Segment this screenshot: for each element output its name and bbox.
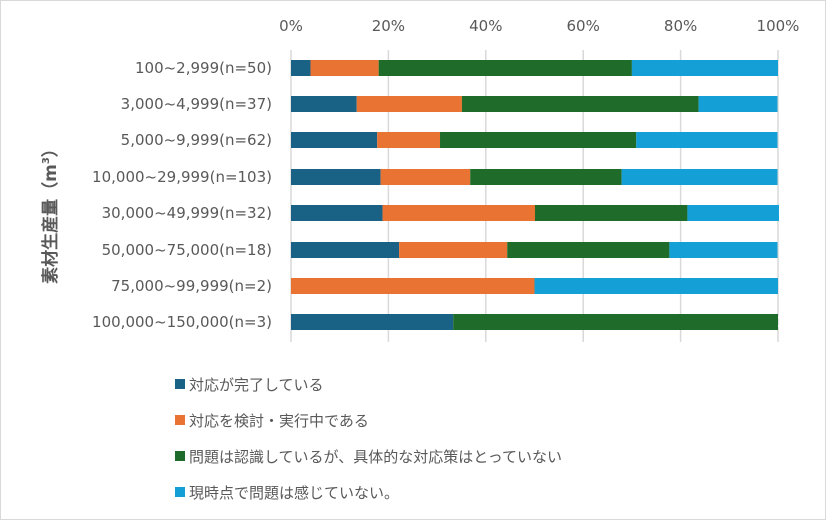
bar-segment	[687, 205, 779, 221]
legend-label: 対応を検討・実行中である	[189, 411, 369, 430]
category-label: 5,000~9,999(n=62)	[121, 131, 272, 149]
y-axis-title: 素材生産量（m3）	[40, 140, 61, 284]
legend-swatch	[175, 379, 185, 389]
category-label: 100,000~150,000(n=3)	[92, 313, 272, 331]
bar-segment	[378, 60, 632, 76]
bar-segment	[291, 205, 383, 221]
bar-segment	[356, 96, 462, 112]
bar-segment	[291, 132, 378, 148]
bar-segment	[291, 60, 311, 76]
x-tick-label: 100%	[757, 17, 800, 35]
legend-item: 現時点で問題は感じていない。	[175, 474, 562, 510]
bar-segment	[291, 96, 357, 112]
category-label: 10,000~29,999(n=103)	[92, 168, 272, 186]
bar-segment	[698, 96, 778, 112]
legend: 対応が完了している対応を検討・実行中である問題は認識しているが、具体的な対応策は…	[175, 366, 562, 510]
bar-segment	[399, 242, 508, 258]
bar-segment	[461, 96, 699, 112]
category-label: 75,000~99,999(n=2)	[111, 277, 272, 295]
bar-segment	[382, 205, 535, 221]
x-tick-label: 40%	[469, 17, 502, 35]
bar-segment	[291, 242, 400, 258]
bar-segment	[380, 169, 471, 185]
x-tick-label: 80%	[664, 17, 697, 35]
bar-segment	[507, 242, 670, 258]
legend-item: 対応が完了している	[175, 366, 562, 402]
category-label: 3,000~4,999(n=37)	[121, 95, 272, 113]
category-label: 100~2,999(n=50)	[135, 59, 272, 77]
category-label: 30,000~49,999(n=32)	[102, 204, 272, 222]
bar-segment	[310, 60, 379, 76]
bar-segment	[631, 60, 778, 76]
legend-item: 問題は認識しているが、具体的な対応策はとっていない	[175, 438, 562, 474]
legend-swatch	[175, 487, 185, 497]
bar-segment	[636, 132, 778, 148]
bar-segment	[621, 169, 778, 185]
legend-item: 対応を検討・実行中である	[175, 402, 562, 438]
legend-swatch	[175, 415, 185, 425]
bar-segment	[534, 205, 688, 221]
bar-segment	[534, 278, 778, 294]
legend-label: 問題は認識しているが、具体的な対応策はとっていない	[189, 447, 563, 466]
x-tick-label: 60%	[567, 17, 600, 35]
x-tick-label: 20%	[372, 17, 405, 35]
bar-segment	[291, 169, 381, 185]
legend-swatch	[175, 451, 185, 461]
bar-segment	[669, 242, 778, 258]
x-tick-label: 0%	[279, 17, 303, 35]
bar-segment	[291, 278, 535, 294]
legend-label: 対応が完了している	[189, 375, 324, 394]
category-label: 50,000~75,000(n=18)	[102, 241, 272, 259]
bar-segment	[440, 132, 637, 148]
bar-segment	[291, 314, 454, 330]
legend-label: 現時点で問題は感じていない。	[189, 483, 400, 502]
bar-segment	[377, 132, 441, 148]
bar-segment	[453, 314, 778, 330]
bar-segment	[470, 169, 622, 185]
